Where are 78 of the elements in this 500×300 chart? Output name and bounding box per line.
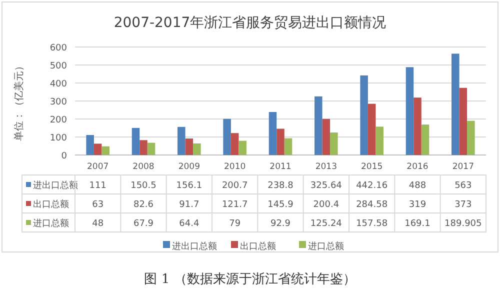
y-tick-label: 500 [50, 62, 68, 72]
bar [140, 140, 148, 155]
x-tick-label: 2009 [178, 162, 200, 172]
data-label: 319 [408, 200, 426, 210]
bar [94, 144, 102, 155]
data-label: 238.8 [268, 181, 294, 191]
y-tick-label: 0 [61, 152, 68, 162]
bar [193, 143, 201, 155]
legend-label: 进口总额 [33, 218, 69, 229]
data-label: 79 [229, 219, 241, 229]
text: 出口总额 [240, 242, 276, 252]
data-label: 442.16 [356, 181, 388, 191]
data-label: 91.7 [179, 200, 200, 210]
data-label: 63 [92, 200, 104, 210]
data-label: 200.7 [222, 181, 248, 191]
y-tick-label: 600 [50, 44, 68, 54]
x-tick-label: 2007 [87, 162, 109, 172]
data-label: 284.58 [356, 200, 388, 210]
x-tick-label: 2015 [361, 162, 383, 172]
bar [178, 126, 186, 155]
bar [376, 126, 384, 155]
x-tick-label: 2011 [270, 162, 292, 172]
data-label: 64.4 [179, 219, 200, 229]
bar [467, 120, 475, 155]
bar [414, 98, 422, 155]
y-tick-label: 100 [50, 134, 68, 144]
bar [360, 75, 368, 155]
data-label: 92.9 [270, 219, 291, 229]
data-label: 121.7 [222, 200, 248, 210]
bar [459, 88, 468, 155]
y-tick-label: 200 [50, 116, 68, 126]
bar [86, 135, 94, 155]
y-tick-label: 300 [50, 98, 68, 108]
x-tick-label: 2008 [132, 162, 154, 172]
text: 进口总额 [308, 242, 344, 252]
data-label: 82.6 [133, 200, 154, 210]
x-tick-label: 2017 [452, 162, 474, 172]
x-tick-label: 2010 [224, 162, 246, 172]
data-label: 156.1 [176, 181, 202, 191]
data-label: 157.58 [356, 219, 388, 229]
data-label: 125.24 [310, 219, 342, 229]
bar [147, 142, 156, 155]
data-label: 145.9 [268, 200, 294, 210]
data-label: 67.9 [133, 219, 154, 229]
bar [230, 133, 239, 155]
bar [452, 54, 460, 155]
bar [284, 138, 292, 155]
data-label: 48 [92, 219, 104, 229]
bar [185, 138, 194, 155]
x-tick-label: 2013 [315, 162, 337, 172]
bar [102, 146, 110, 155]
y-tick-label: 400 [50, 80, 68, 90]
data-label: 169.1 [404, 219, 430, 229]
bar [421, 124, 430, 155]
chart-title: 2007-2017年浙江省服务贸易进出口额情况 [114, 15, 386, 31]
bar [132, 128, 140, 155]
legend-label: 出口总额 [33, 199, 69, 210]
data-label: 488 [408, 181, 426, 191]
bar [238, 140, 246, 155]
bar [314, 96, 322, 155]
data-label: 150.5 [130, 181, 156, 191]
bar [330, 132, 338, 155]
x-tick-label: 2016 [406, 162, 428, 172]
data-label: 563 [454, 181, 472, 191]
bar [368, 104, 376, 155]
data-label: 189.905 [444, 219, 482, 229]
bar [406, 67, 414, 155]
text: 进出口总额 [172, 242, 217, 252]
caption: 图 1 （数据来源于浙江省统计年鉴） [144, 272, 356, 287]
y-axis-title: 单位：（亿美元） [13, 61, 25, 141]
bar [276, 128, 284, 155]
data-label: 373 [454, 200, 472, 210]
bar [223, 118, 231, 155]
data-label: 111 [89, 181, 106, 191]
bar [268, 112, 277, 155]
data-label: 200.4 [313, 200, 340, 210]
data-label: 325.64 [310, 181, 342, 191]
bar [322, 118, 330, 155]
